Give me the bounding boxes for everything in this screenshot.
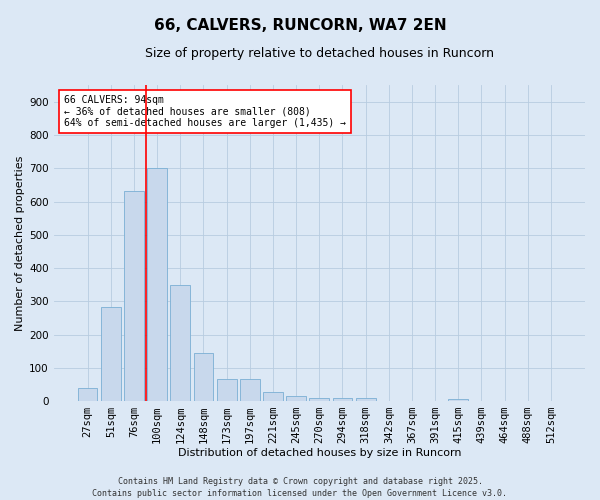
Text: 66 CALVERS: 94sqm
← 36% of detached houses are smaller (808)
64% of semi-detache: 66 CALVERS: 94sqm ← 36% of detached hous… bbox=[64, 94, 346, 128]
Bar bbox=[240, 380, 260, 401]
Text: Contains HM Land Registry data © Crown copyright and database right 2025.
Contai: Contains HM Land Registry data © Crown c… bbox=[92, 476, 508, 498]
Bar bbox=[310, 398, 329, 401]
Bar bbox=[194, 354, 214, 401]
Y-axis label: Number of detached properties: Number of detached properties bbox=[15, 156, 25, 331]
Bar bbox=[148, 168, 167, 401]
Bar bbox=[448, 398, 468, 401]
X-axis label: Distribution of detached houses by size in Runcorn: Distribution of detached houses by size … bbox=[178, 448, 461, 458]
Title: Size of property relative to detached houses in Runcorn: Size of property relative to detached ho… bbox=[145, 48, 494, 60]
Bar bbox=[332, 398, 352, 401]
Bar bbox=[217, 380, 236, 401]
Text: 66, CALVERS, RUNCORN, WA7 2EN: 66, CALVERS, RUNCORN, WA7 2EN bbox=[154, 18, 446, 32]
Bar bbox=[124, 191, 144, 401]
Bar bbox=[78, 388, 97, 401]
Bar bbox=[170, 284, 190, 401]
Bar bbox=[263, 392, 283, 401]
Bar bbox=[286, 396, 306, 401]
Bar bbox=[101, 307, 121, 401]
Bar bbox=[356, 398, 376, 401]
